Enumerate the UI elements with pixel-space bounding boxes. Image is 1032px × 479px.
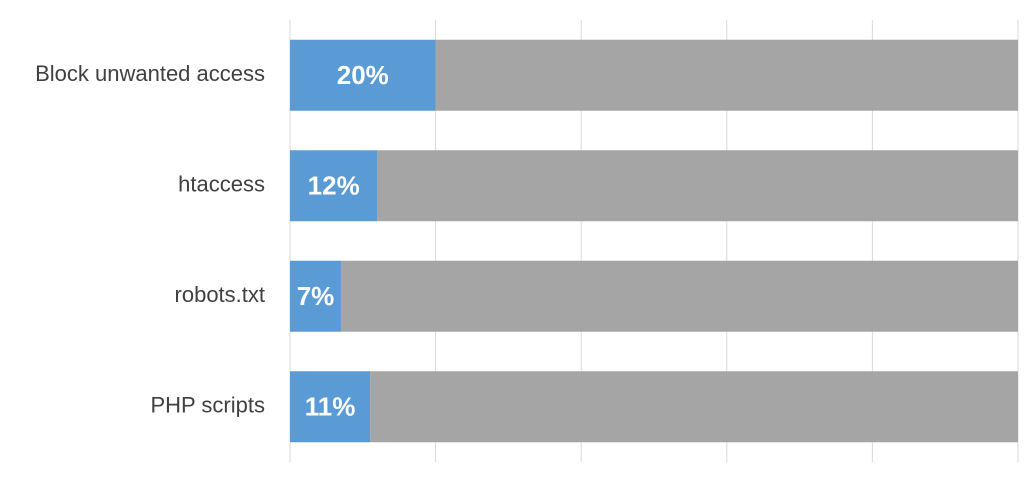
bar-segment	[290, 260, 341, 332]
data-label: 20%	[337, 60, 389, 90]
bar-segment	[370, 371, 1019, 443]
bar-segment	[435, 39, 1019, 111]
category-label: htaccess	[178, 172, 265, 197]
bar-segment	[290, 39, 436, 111]
bar-segment	[377, 150, 1018, 222]
category-label: robots.txt	[175, 282, 265, 307]
data-label: 12%	[308, 171, 360, 201]
data-label: 11%	[305, 392, 356, 422]
category-label: PHP scripts	[150, 393, 265, 418]
bar-segment	[290, 150, 378, 222]
bar-segment	[290, 371, 371, 443]
data-label: 7%	[297, 281, 335, 311]
category-label: Block unwanted access	[35, 61, 265, 86]
bar-segment	[340, 260, 1019, 332]
